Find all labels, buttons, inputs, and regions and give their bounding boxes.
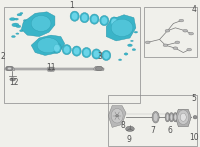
Polygon shape [21, 12, 55, 37]
Ellipse shape [9, 18, 15, 21]
Ellipse shape [82, 47, 91, 58]
Text: 8: 8 [121, 121, 125, 130]
Ellipse shape [152, 111, 159, 123]
Ellipse shape [80, 13, 89, 23]
Ellipse shape [14, 18, 18, 20]
Ellipse shape [91, 15, 98, 23]
Ellipse shape [73, 47, 80, 55]
Ellipse shape [95, 66, 103, 71]
Ellipse shape [132, 49, 136, 51]
Ellipse shape [174, 114, 177, 120]
Ellipse shape [165, 113, 170, 122]
Ellipse shape [11, 36, 15, 38]
Ellipse shape [101, 17, 107, 24]
Ellipse shape [62, 45, 71, 55]
Text: 1: 1 [69, 1, 74, 10]
Text: 3: 3 [97, 52, 102, 61]
Ellipse shape [173, 113, 178, 122]
Ellipse shape [187, 48, 192, 51]
Ellipse shape [180, 113, 186, 121]
Ellipse shape [103, 52, 109, 59]
Bar [13, 68, 104, 70]
Ellipse shape [17, 14, 22, 16]
Ellipse shape [23, 20, 27, 22]
Ellipse shape [145, 41, 150, 44]
Ellipse shape [31, 15, 51, 31]
Ellipse shape [110, 17, 119, 27]
Ellipse shape [193, 115, 197, 119]
Ellipse shape [83, 49, 90, 56]
Ellipse shape [6, 66, 13, 71]
Ellipse shape [183, 29, 188, 32]
Text: 7: 7 [150, 126, 155, 135]
Ellipse shape [10, 78, 15, 81]
Ellipse shape [189, 32, 194, 35]
Ellipse shape [81, 14, 88, 21]
Ellipse shape [178, 110, 189, 125]
Ellipse shape [165, 29, 170, 32]
Polygon shape [108, 106, 126, 127]
Text: 11: 11 [46, 63, 56, 72]
Text: 4: 4 [192, 5, 197, 14]
Ellipse shape [128, 44, 132, 47]
Ellipse shape [8, 67, 11, 70]
Ellipse shape [153, 113, 158, 122]
Ellipse shape [170, 114, 173, 120]
Text: 2: 2 [0, 52, 5, 61]
Ellipse shape [121, 20, 127, 27]
Ellipse shape [111, 18, 117, 26]
Ellipse shape [102, 50, 111, 61]
Text: 5: 5 [192, 94, 197, 103]
Text: 12: 12 [10, 78, 19, 87]
Ellipse shape [111, 108, 123, 123]
Ellipse shape [93, 50, 100, 58]
Ellipse shape [37, 38, 59, 53]
Ellipse shape [116, 115, 119, 117]
Ellipse shape [118, 59, 122, 61]
Ellipse shape [166, 114, 169, 120]
Ellipse shape [16, 25, 21, 28]
Ellipse shape [173, 47, 178, 50]
Ellipse shape [131, 40, 133, 42]
Ellipse shape [124, 53, 128, 55]
Polygon shape [5, 66, 14, 71]
Ellipse shape [126, 126, 134, 131]
Ellipse shape [134, 31, 138, 33]
Polygon shape [93, 66, 103, 71]
Ellipse shape [179, 19, 184, 22]
Ellipse shape [20, 12, 23, 14]
Ellipse shape [92, 49, 101, 59]
Ellipse shape [163, 44, 168, 47]
Ellipse shape [119, 18, 129, 29]
Ellipse shape [54, 44, 60, 52]
Polygon shape [106, 15, 136, 41]
Text: 6: 6 [168, 126, 173, 135]
Polygon shape [31, 35, 65, 55]
Ellipse shape [72, 12, 78, 20]
Ellipse shape [100, 15, 109, 26]
Polygon shape [175, 109, 191, 127]
Text: 10: 10 [189, 133, 199, 142]
Text: 9: 9 [127, 135, 131, 143]
Ellipse shape [20, 30, 23, 32]
Ellipse shape [70, 11, 79, 21]
Ellipse shape [16, 33, 19, 34]
Ellipse shape [52, 43, 61, 53]
Ellipse shape [72, 46, 81, 56]
Ellipse shape [64, 46, 70, 53]
Ellipse shape [169, 113, 174, 122]
Ellipse shape [48, 67, 54, 71]
Ellipse shape [175, 41, 180, 44]
Polygon shape [47, 67, 55, 71]
Ellipse shape [90, 14, 99, 24]
Ellipse shape [12, 23, 19, 27]
Ellipse shape [111, 19, 133, 37]
